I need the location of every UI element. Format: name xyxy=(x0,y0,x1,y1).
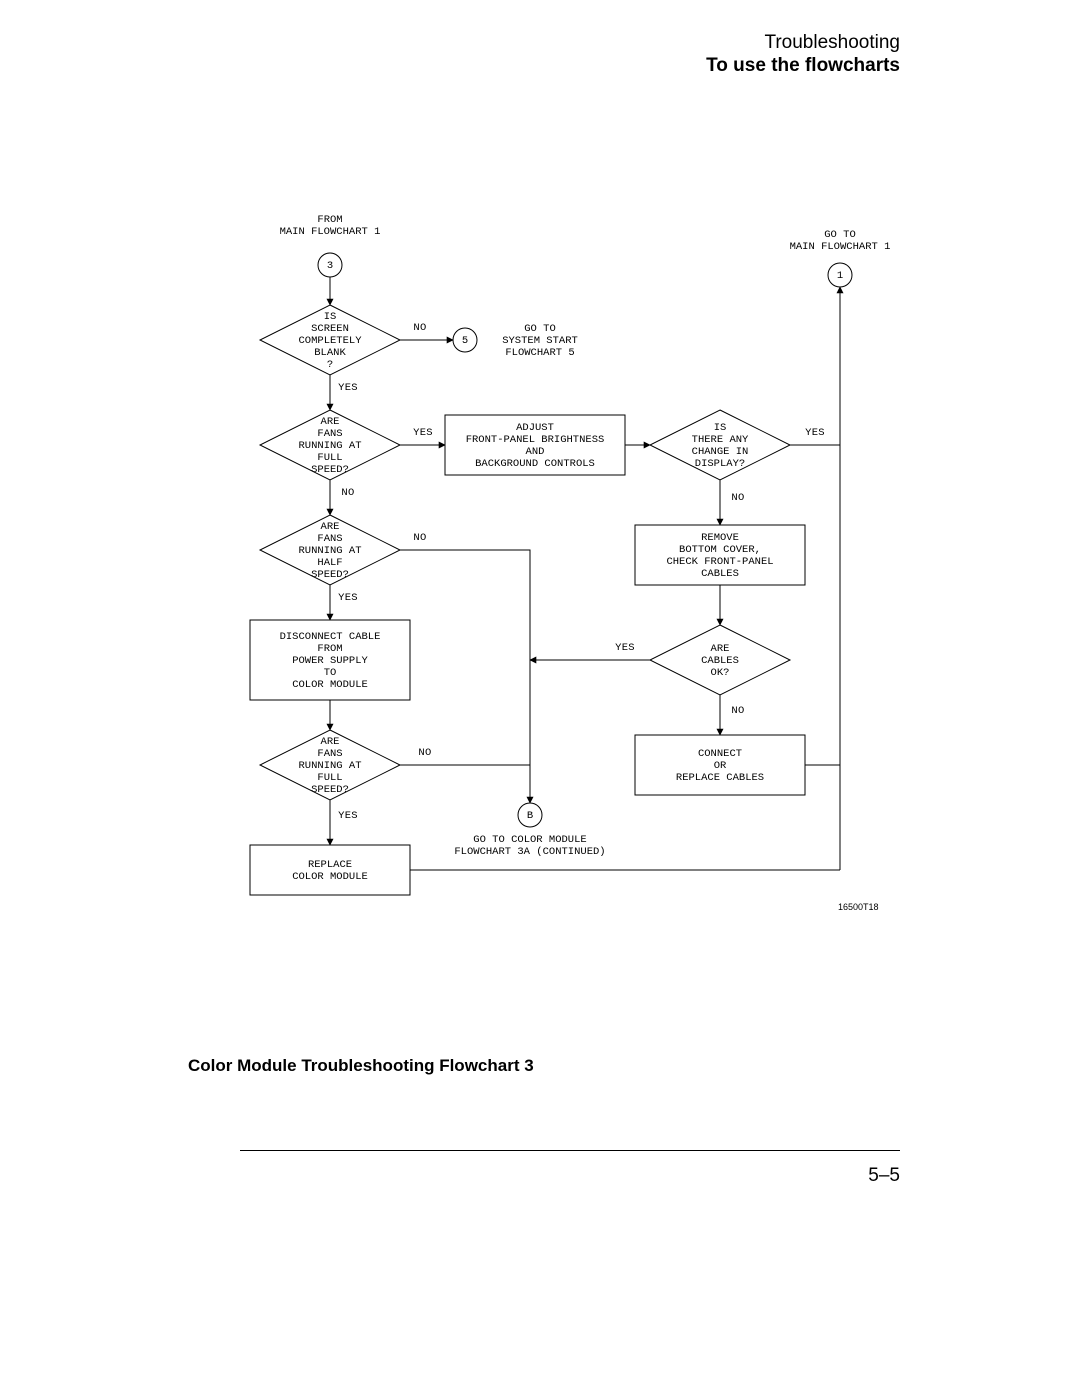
node-p_replace: REPLACECOLOR MODULE xyxy=(250,845,410,895)
edge-label: NO xyxy=(731,492,744,504)
flowchart: FROMMAIN FLOWCHART 1 3 ISSCREENCOMPLETELYB… xyxy=(240,200,900,940)
edge-label: YES xyxy=(615,642,635,654)
node-d_full2: AREFANSRUNNING ATFULLSPEED? xyxy=(260,730,400,800)
edge-label: YES xyxy=(338,382,358,394)
svg-text:5: 5 xyxy=(462,335,468,347)
node-goto5: GO TOSYSTEM STARTFLOWCHART 5 xyxy=(502,323,578,359)
edge xyxy=(400,765,530,803)
edge-label: NO xyxy=(413,532,426,544)
node-d_full1: AREFANSRUNNING ATFULLSPEED? xyxy=(260,410,400,480)
header-title: Troubleshooting xyxy=(764,32,900,54)
edge-label: NO xyxy=(731,705,744,717)
node-gotoB: GO TO COLOR MODULEFLOWCHART 3A (CONTINUE… xyxy=(454,834,605,858)
node-c5: 5 xyxy=(453,328,477,352)
edge-label: NO xyxy=(418,747,431,759)
edge-label: YES xyxy=(413,427,433,439)
svg-text:FROMMAIN FLOWCHART 1: FROMMAIN FLOWCHART 1 xyxy=(280,214,381,238)
node-p_disc: DISCONNECT CABLEFROMPOWER SUPPLYTOCOLOR … xyxy=(250,620,410,700)
figure-caption: Color Module Troubleshooting Flowchart 3 xyxy=(188,1056,534,1076)
node-d_half: AREFANSRUNNING ATHALFSPEED? xyxy=(260,515,400,585)
header-subtitle: To use the flowcharts xyxy=(706,55,900,77)
node-from_label: FROMMAIN FLOWCHART 1 xyxy=(280,214,381,238)
edge-label: NO xyxy=(413,322,426,334)
page-number: 5–5 xyxy=(868,1165,900,1187)
doc-id: 16500T18 xyxy=(838,902,879,912)
node-cB: B xyxy=(518,803,542,827)
svg-text:GO TOMAIN FLOWCHART 1: GO TOMAIN FLOWCHART 1 xyxy=(790,229,891,253)
edge-label: NO xyxy=(341,487,354,499)
svg-text:3: 3 xyxy=(327,260,333,272)
svg-text:B: B xyxy=(527,810,533,822)
edge-label: YES xyxy=(805,427,825,439)
node-p_connect: CONNECTORREPLACE CABLES xyxy=(635,735,805,795)
svg-text:GO TO COLOR MODULEFLOWCHART 3A: GO TO COLOR MODULEFLOWCHART 3A (CONTINUE… xyxy=(454,834,605,858)
node-c3: 3 xyxy=(318,253,342,277)
node-p_adjust: ADJUSTFRONT-PANEL BRIGHTNESSANDBACKGROUN… xyxy=(445,415,625,475)
node-d_blank: ISSCREENCOMPLETELYBLANK? xyxy=(260,305,400,375)
node-d_cables: ARECABLESOK? xyxy=(650,625,790,695)
svg-text:GO TOSYSTEM STARTFLOWCHART 5: GO TOSYSTEM STARTFLOWCHART 5 xyxy=(502,323,578,359)
svg-text:DISCONNECT CABLEFROMPOWER SUPP: DISCONNECT CABLEFROMPOWER SUPPLYTOCOLOR … xyxy=(280,631,381,691)
node-c1: 1 xyxy=(828,263,852,287)
page: Troubleshooting To use the flowcharts FR… xyxy=(0,0,1080,1397)
footer-rule xyxy=(240,1150,900,1151)
node-d_change: ISTHERE ANYCHANGE INDISPLAY? xyxy=(650,410,790,480)
node-p_remove: REMOVEBOTTOM COVER,CHECK FRONT-PANELCABL… xyxy=(635,525,805,585)
edge-label: YES xyxy=(338,810,358,822)
node-goto1: GO TOMAIN FLOWCHART 1 xyxy=(790,229,891,253)
svg-text:1: 1 xyxy=(837,270,843,282)
edge-label: YES xyxy=(338,592,358,604)
